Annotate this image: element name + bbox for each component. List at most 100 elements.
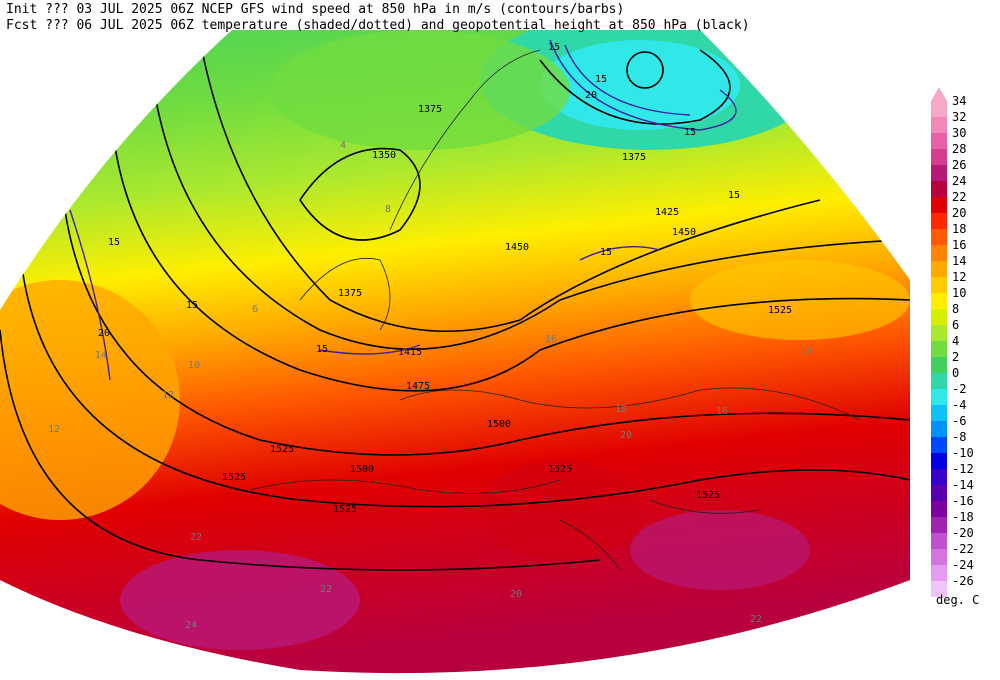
colorbar-label: -12 [952,462,974,476]
temperature-label: 22 [750,614,762,625]
temperature-label: 22 [320,584,332,595]
colorbar-label: -6 [952,414,966,428]
height-label: 1525 [222,472,246,483]
height-label: 1450 [505,242,529,253]
wind-label: 15 [186,300,198,311]
colorbar-swatch [931,437,947,453]
wind-labels: 15 15 20 15 15 15 15 15 20 15 [98,42,740,355]
colorbar-swatch [931,373,947,389]
colorbar-swatch [931,357,947,373]
height-label: 1475 [406,381,430,392]
colorbar-swatch [931,213,947,229]
colorbar-swatch [931,453,947,469]
colorbar-swatch [931,517,947,533]
colorbar-label: -4 [952,398,966,412]
temperature-label: 8 [385,204,391,215]
colorbar-swatch [931,261,947,277]
colorbar-swatch [931,549,947,565]
temperature-label: 22 [190,532,202,543]
colorbar-label: -10 [952,446,974,460]
colorbar-swatch [931,501,947,517]
colorbar-label: -2 [952,382,966,396]
height-label: 1500 [487,419,511,430]
colorbar-swatch [931,117,947,133]
temperature-label: 20 [620,430,632,441]
wind-label: 15 [316,344,328,355]
colorbar-swatch [931,485,947,501]
colorbar-swatch [931,181,947,197]
colorbar-swatch [931,101,947,117]
colorbar: 3432302826242220181614121086420-2-4-6-8-… [931,87,974,597]
height-label: 1375 [338,288,362,299]
colorbar-label: -26 [952,574,974,588]
colorbar-label: -24 [952,558,974,572]
height-label: 1415 [398,347,422,358]
colorbar-label: -14 [952,478,974,492]
height-label: 1525 [768,305,792,316]
colorbar-swatch [931,245,947,261]
colorbar-swatch [931,165,947,181]
wind-label: 15 [600,247,612,258]
wind-label: 15 [108,237,120,248]
header-line: Init ??? 03 JUL 2025 06Z NCEP GFS wind s… [6,2,624,17]
wind-label: 15 [728,190,740,201]
wind-label: 20 [585,90,597,101]
height-label: 1525 [696,490,720,501]
colorbar-label: -20 [952,526,974,540]
height-label: 1450 [672,227,696,238]
colorbar-label: 4 [952,334,959,348]
colorbar-label: -8 [952,430,966,444]
wind-label: 15 [595,74,607,85]
colorbar-label: 30 [952,126,966,140]
temperature-label: 14 [95,350,107,361]
colorbar-label: 18 [952,222,966,236]
colorbar-label: 8 [952,302,959,316]
height-label: 1375 [622,152,646,163]
wind-label: 20 [98,328,110,339]
temperature-label: 16 [545,334,557,345]
temperature-label: 14 [800,346,812,357]
colorbar-swatch [931,421,947,437]
map-area [0,30,910,674]
colorbar-label: 28 [952,142,966,156]
temperature-label: 4 [340,140,346,151]
colorbar-swatch [931,389,947,405]
colorbar-swatch [931,581,947,597]
colorbar-label: 2 [952,350,959,364]
colorbar-swatch [931,229,947,245]
colorbar-label: 12 [952,270,966,284]
height-label: 1425 [655,207,679,218]
temperature-label: 12 [48,424,60,435]
wind-label: 15 [684,127,696,138]
header-line: Fcst ??? 06 JUL 2025 06Z temperature (sh… [6,18,750,33]
height-labels: 1375 1350 1375 1375 1425 1450 1450 1475 … [222,104,792,515]
colorbar-swatch [931,197,947,213]
colorbar-label: 20 [952,206,966,220]
height-label: 1525 [270,444,294,455]
colorbar-swatch [931,469,947,485]
colorbar-label: 24 [952,174,966,188]
temperature-label: 18 [615,404,627,415]
colorbar-swatch [931,325,947,341]
height-label: 1350 [372,150,396,161]
temperature-label: 12 [162,390,174,401]
wind-label: 15 [548,42,560,53]
colorbar-label: 0 [952,366,959,380]
height-label: 1375 [418,104,442,115]
colorbar-label: 10 [952,286,966,300]
colorbar-swatch [931,533,947,549]
height-label: 1500 [350,464,374,475]
colorbar-label: -16 [952,494,974,508]
colorbar-label: 16 [952,238,966,252]
colorbar-label: -22 [952,542,974,556]
colorbar-label: 22 [952,190,966,204]
colorbar-swatch [931,133,947,149]
temperature-labels: 4 6 8 10 12 14 16 18 20 22 22 24 22 20 1… [48,140,812,631]
colorbar-swatch [931,565,947,581]
colorbar-swatch [931,293,947,309]
colorbar-swatch [931,309,947,325]
temperature-label: 10 [188,360,200,371]
colorbar-label: 6 [952,318,959,332]
